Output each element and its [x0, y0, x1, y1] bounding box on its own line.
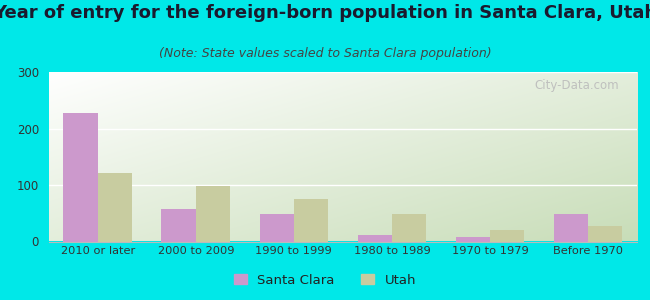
Bar — [554, 214, 588, 242]
Bar — [64, 113, 98, 242]
Bar — [358, 235, 392, 242]
Legend: Santa Clara, Utah: Santa Clara, Utah — [228, 268, 422, 292]
Bar — [392, 214, 426, 242]
Bar — [294, 199, 328, 242]
Bar — [490, 230, 525, 242]
Bar — [196, 186, 230, 242]
Bar — [161, 209, 196, 242]
Bar — [456, 237, 490, 242]
Bar — [259, 214, 294, 242]
Bar — [98, 172, 132, 242]
Bar — [588, 226, 622, 242]
Text: City-Data.com: City-Data.com — [535, 79, 619, 92]
Text: (Note: State values scaled to Santa Clara population): (Note: State values scaled to Santa Clar… — [159, 46, 491, 59]
Text: Year of entry for the foreign-born population in Santa Clara, Utah: Year of entry for the foreign-born popul… — [0, 4, 650, 22]
